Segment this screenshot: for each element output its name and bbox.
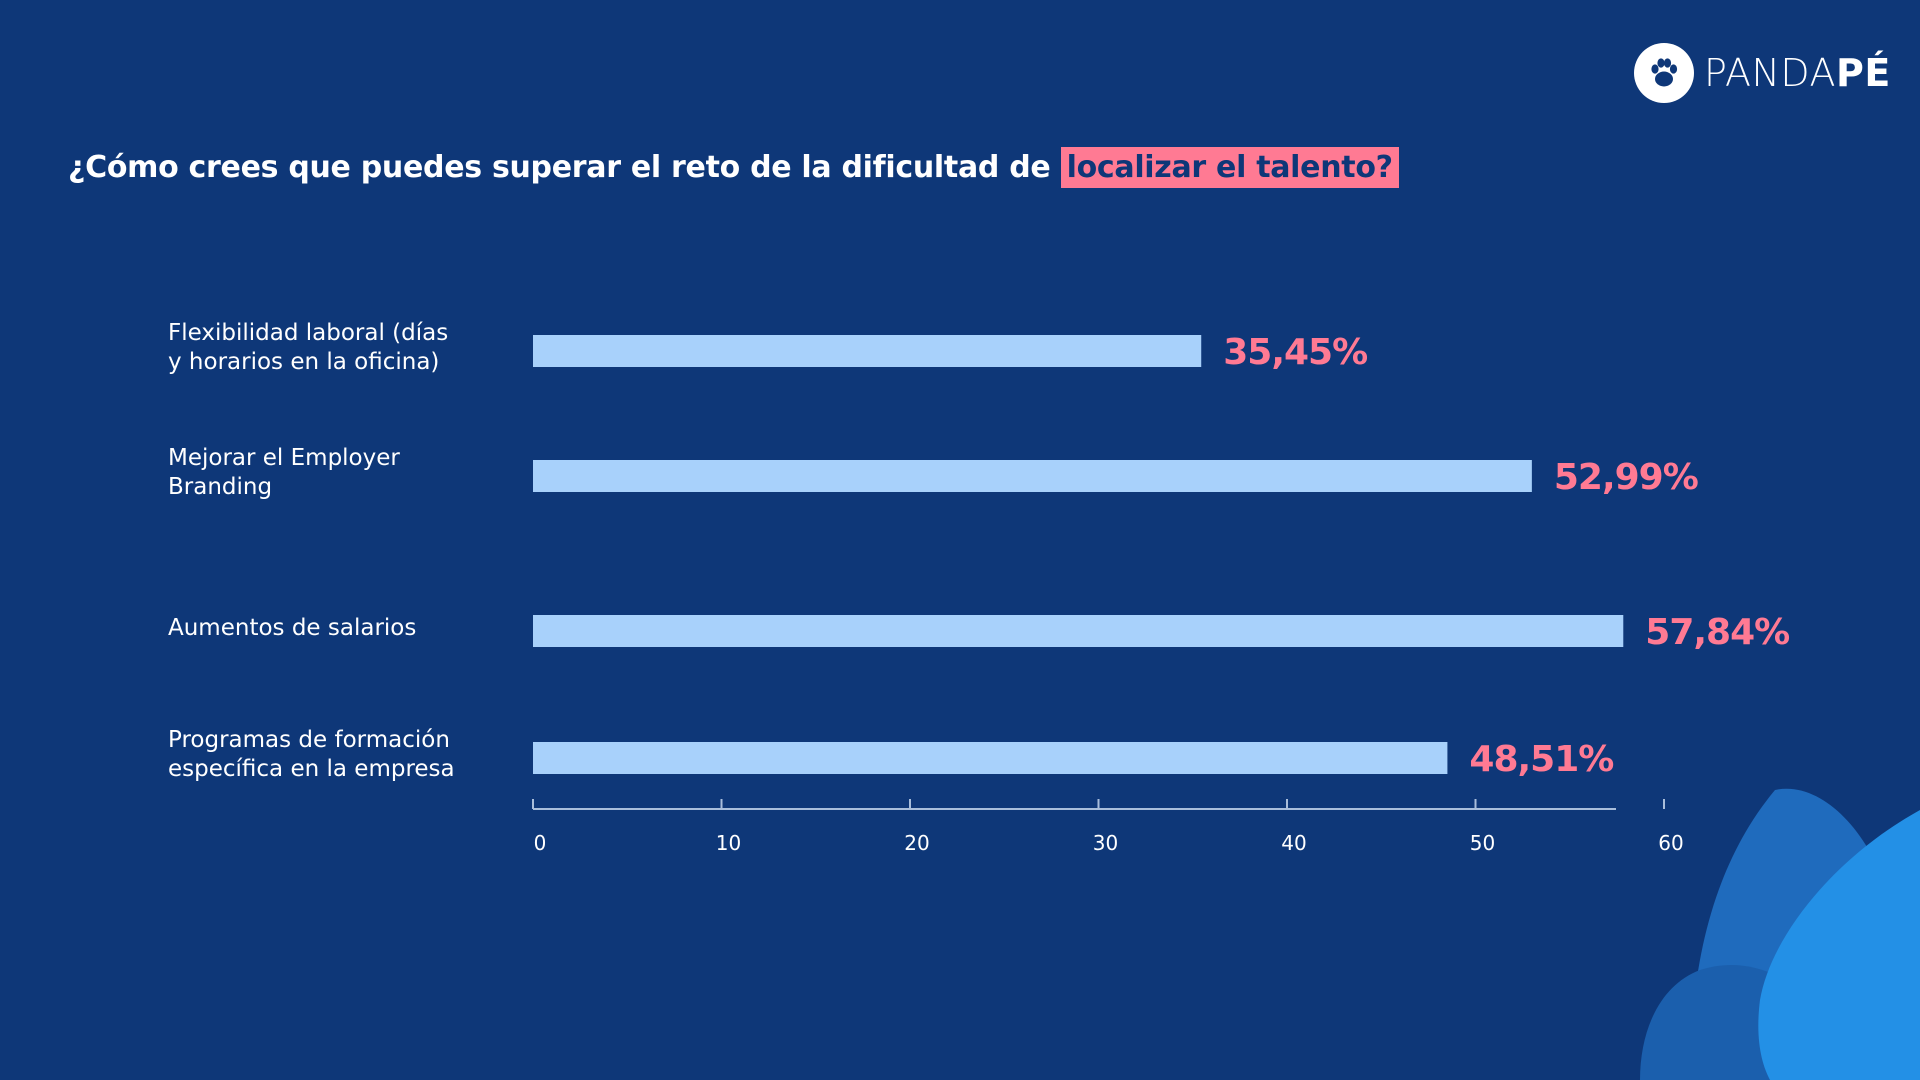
value-label-3: 48,51% [1469, 739, 1613, 780]
brand-name: PANDAPÉ [1704, 51, 1891, 95]
x-tick-label-40: 40 [1281, 831, 1306, 855]
category-label-line: Branding [168, 474, 273, 500]
x-tick-label-0: 0 [534, 831, 547, 855]
x-tick-label-30: 30 [1093, 831, 1118, 855]
x-tick-label-50: 50 [1470, 831, 1495, 855]
x-tick-label-20: 20 [904, 831, 929, 855]
bar-3 [533, 742, 1448, 774]
brand-logo: PANDAPÉ [1634, 43, 1891, 103]
category-label-2: Aumentos de salarios [168, 614, 508, 643]
value-label-1: 52,99% [1554, 457, 1698, 498]
category-label-line: específica en la empresa [168, 756, 455, 782]
bar-0 [533, 335, 1202, 367]
title-highlight: localizar el talento? [1060, 147, 1399, 188]
category-label-line: Mejorar el Employer [168, 445, 400, 471]
chart-title: ¿Cómo crees que puedes superar el reto d… [68, 147, 1399, 188]
value-label-0: 35,45% [1223, 332, 1367, 373]
category-label-line: Programas de formación [168, 727, 450, 753]
x-tick-label-60: 60 [1658, 831, 1683, 855]
value-label-2: 57,84% [1645, 612, 1789, 653]
bar-2 [533, 615, 1624, 647]
category-label-line: Flexibilidad laboral (días [168, 320, 449, 346]
category-label-line: y horarios en la oficina) [168, 349, 440, 375]
category-label-line: Aumentos de salarios [168, 614, 417, 641]
bar-1 [533, 460, 1532, 492]
category-label-0: Flexibilidad laboral (días y horarios en … [168, 319, 508, 377]
paw-icon [1634, 43, 1694, 103]
category-label-1: Mejorar el Employer Branding [168, 444, 508, 502]
x-tick-label-10: 10 [716, 831, 741, 855]
category-label-3: Programas de formación específica en la e… [168, 726, 508, 784]
